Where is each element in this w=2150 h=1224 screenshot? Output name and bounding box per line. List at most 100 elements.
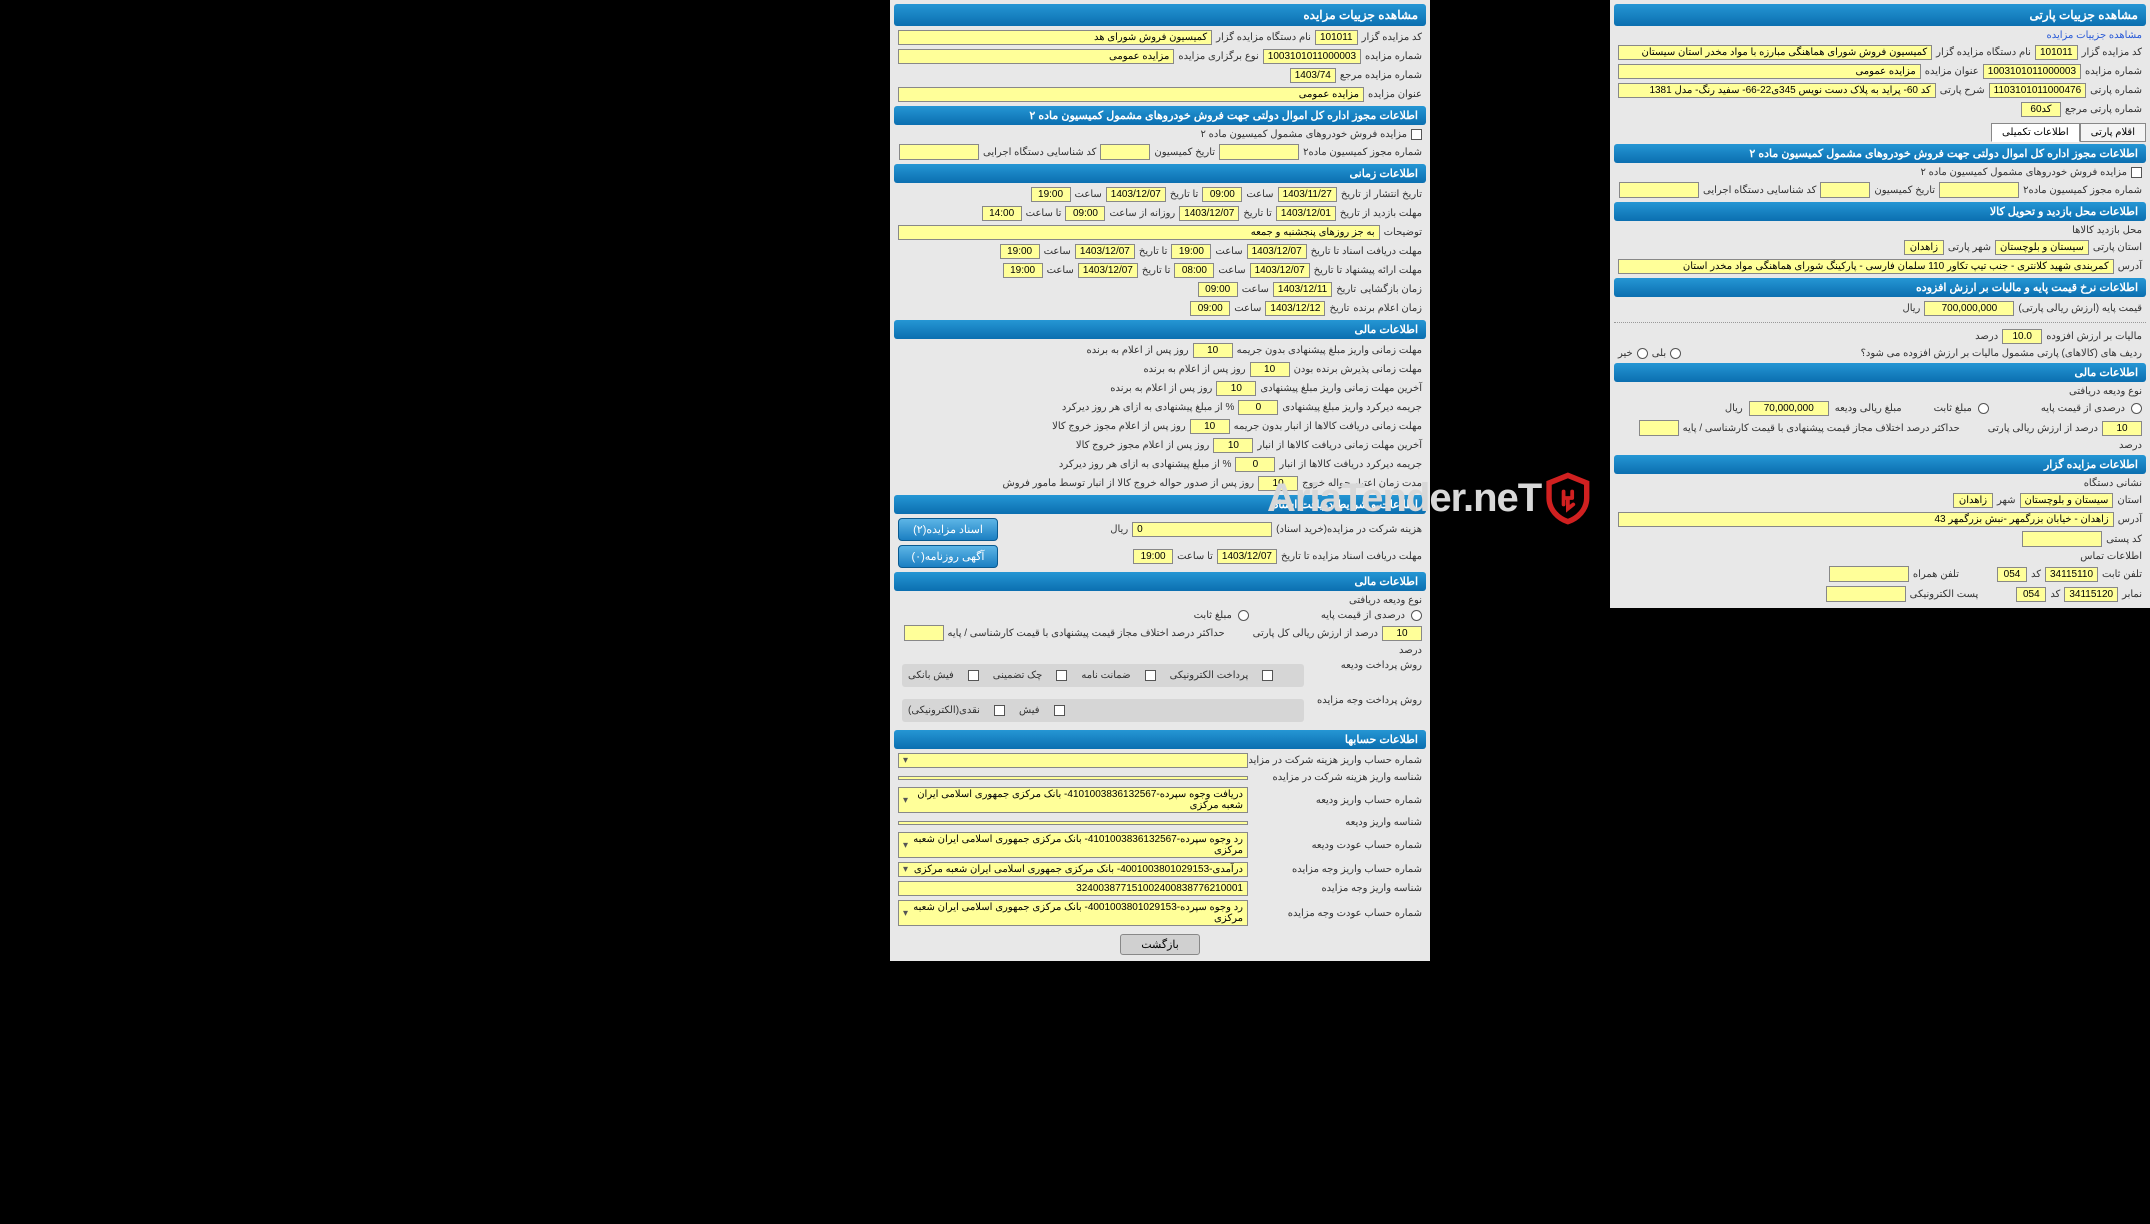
label: مزایده فروش خودروهای مشمول کمیسیون ماده … [1920, 167, 2127, 178]
val: 1403/12/07 [1179, 206, 1239, 221]
label: شماره پارتی مرجع [2065, 104, 2142, 115]
label: نام دستگاه مزایده گزار [1936, 47, 2031, 58]
val-pct-total: 10 [1382, 626, 1422, 641]
label: آدرس [2118, 514, 2142, 525]
chk-cars[interactable] [1411, 129, 1422, 140]
chk-guarantee[interactable] [1145, 670, 1156, 681]
val-city: زاهدان [1904, 240, 1944, 255]
label: درصدی از قیمت پایه [2041, 403, 2125, 414]
label: روزانه از ساعت [1109, 208, 1175, 219]
val: درآمدی-4001003801029153- بانک مرکزی جمهو… [914, 864, 1243, 875]
label: مزایده فروش خودروهای مشمول کمیسیون ماده … [1200, 129, 1407, 140]
auction-details-link[interactable]: مشاهده جزییات مزایده [2046, 30, 2142, 41]
label: نوع ودیعه دریافتی [2069, 386, 2142, 397]
select-acc6[interactable]: درآمدی-4001003801029153- بانک مرکزی جمهو… [898, 862, 1248, 877]
label: ساعت [1234, 303, 1261, 314]
label: کد شناسایی دستگاه اجرایی [1703, 185, 1816, 196]
radio-yes[interactable] [1670, 348, 1681, 359]
radio-no[interactable] [1637, 348, 1648, 359]
label: شهر [1997, 495, 2016, 506]
radio-fixed[interactable] [1978, 403, 1989, 414]
label: مهلت دریافت اسناد مزایده تا تاریخ [1281, 551, 1422, 562]
label: روز پس از صدور حواله خروج کالا از انبار … [1003, 478, 1255, 489]
chevron-down-icon: ▾ [903, 908, 908, 919]
label: زمان بازگشایی [1360, 284, 1422, 295]
val: 14:00 [982, 206, 1022, 221]
chk-epay[interactable] [1262, 670, 1273, 681]
label: شماره مزایده مرجع [1340, 70, 1422, 81]
label: ضمانت نامه [1081, 670, 1130, 681]
radio-pct[interactable] [2131, 403, 2142, 414]
label: فیش [1019, 705, 1040, 716]
val [1619, 182, 1699, 198]
val: 1403/74 [1290, 68, 1336, 83]
label: نمابر [2122, 589, 2142, 600]
label: نشانی دستگاه [2084, 478, 2142, 489]
label: پست الکترونیکی [1910, 589, 1979, 600]
label: استان [2117, 495, 2142, 506]
val-dep-amt: 70,000,000 [1749, 401, 1829, 416]
label: درصد [1399, 645, 1422, 656]
label: ساعت [1218, 265, 1245, 276]
radio-fixed[interactable] [1238, 610, 1249, 621]
label: درصد [1975, 331, 1998, 342]
label: آدرس [2118, 261, 2142, 272]
tab-items[interactable]: اقلام پارتی [2080, 123, 2146, 142]
val: رد وجوه سپرده-4001003801029153- بانک مرک… [908, 902, 1243, 924]
radio-pct[interactable] [1411, 610, 1422, 621]
chk-cars[interactable] [2131, 167, 2142, 178]
select-acc1[interactable]: ▾ [898, 753, 1248, 768]
val [1829, 566, 1909, 582]
btn-docs[interactable]: اسناد مزایده(۲) [898, 518, 998, 541]
val-code2: 054 [2016, 587, 2046, 602]
label: شماره مزایده [1365, 51, 1422, 62]
val: 1403/12/07 [1250, 263, 1310, 278]
chk-fish[interactable] [1054, 705, 1065, 716]
val: 09:00 [1202, 187, 1242, 202]
val: 10 [1213, 438, 1253, 453]
chk-check[interactable] [1056, 670, 1067, 681]
label: شهر پارتی [1948, 242, 1991, 253]
chk-bank[interactable] [968, 670, 979, 681]
chk-cash-e[interactable] [994, 705, 1005, 716]
label: چک تضمینی [993, 670, 1043, 681]
label: شماره مجوز کمیسیون ماده۲ [2023, 185, 2142, 196]
tab-extra[interactable]: اطلاعات تکمیلی [1991, 123, 2080, 142]
label: نام دستگاه مزایده گزار [1216, 32, 1311, 43]
sec-fin2: اطلاعات مالی [894, 572, 1426, 591]
label: ریال [1725, 403, 1743, 414]
btn-back[interactable]: بازگشت [1120, 934, 1200, 955]
sec-finance: اطلاعات مالی [894, 320, 1426, 339]
val: 1003101011000003 [1263, 49, 1361, 64]
val: 19:00 [1133, 549, 1173, 564]
label: تا ساعت [1026, 208, 1062, 219]
label: تا تاریخ [1142, 265, 1171, 276]
chevron-down-icon: ▾ [903, 840, 908, 851]
val: 1403/12/07 [1075, 244, 1135, 259]
label: عنوان مزایده [1368, 89, 1422, 100]
val: 19:00 [1171, 244, 1211, 259]
select-acc5[interactable]: رد وجوه سپرده-4101003836132567- بانک مرک… [898, 832, 1248, 858]
val-addr: کمربندی شهید کلانتری - جنب تیپ تکاور 110… [1618, 259, 2114, 274]
label: روش پرداخت ودیعه [1312, 660, 1422, 671]
label: کد مزایده گزار [1362, 32, 1422, 43]
label: روش پرداخت وجه مزایده [1312, 695, 1422, 706]
label: شماره حساب واریز ودیعه [1252, 795, 1422, 806]
val: 1403/12/07 [1106, 187, 1166, 202]
tabs: اقلام پارتی اطلاعات تکمیلی [1614, 123, 2146, 142]
val: 10 [1193, 343, 1233, 358]
select-acc3[interactable]: دریافت وجوه سپرده-4101003836132567- بانک… [898, 787, 1248, 813]
val: 0 [1235, 457, 1275, 472]
label: هزینه شرکت در مزایده(خرید اسناد) [1276, 524, 1422, 535]
val: 19:00 [1000, 244, 1040, 259]
val-code1: 054 [1997, 567, 2027, 582]
label: شناسه واریز وجه مزایده [1252, 883, 1422, 894]
select-acc8[interactable]: رد وجوه سپرده-4001003801029153- بانک مرک… [898, 900, 1248, 926]
val: 1403/12/11 [1273, 282, 1332, 297]
label: روز پس از اعلام به برنده [1110, 383, 1212, 394]
val-phone: 34115110 [2045, 567, 2098, 582]
btn-news[interactable]: آگهی روزنامه(۰) [898, 545, 998, 568]
label: % از مبلغ پیشنهادی به ازای هر روز دیرکرد [1062, 402, 1235, 413]
label: کد [2050, 589, 2060, 600]
label: مبلغ ریالی ودیعه [1835, 403, 1902, 414]
